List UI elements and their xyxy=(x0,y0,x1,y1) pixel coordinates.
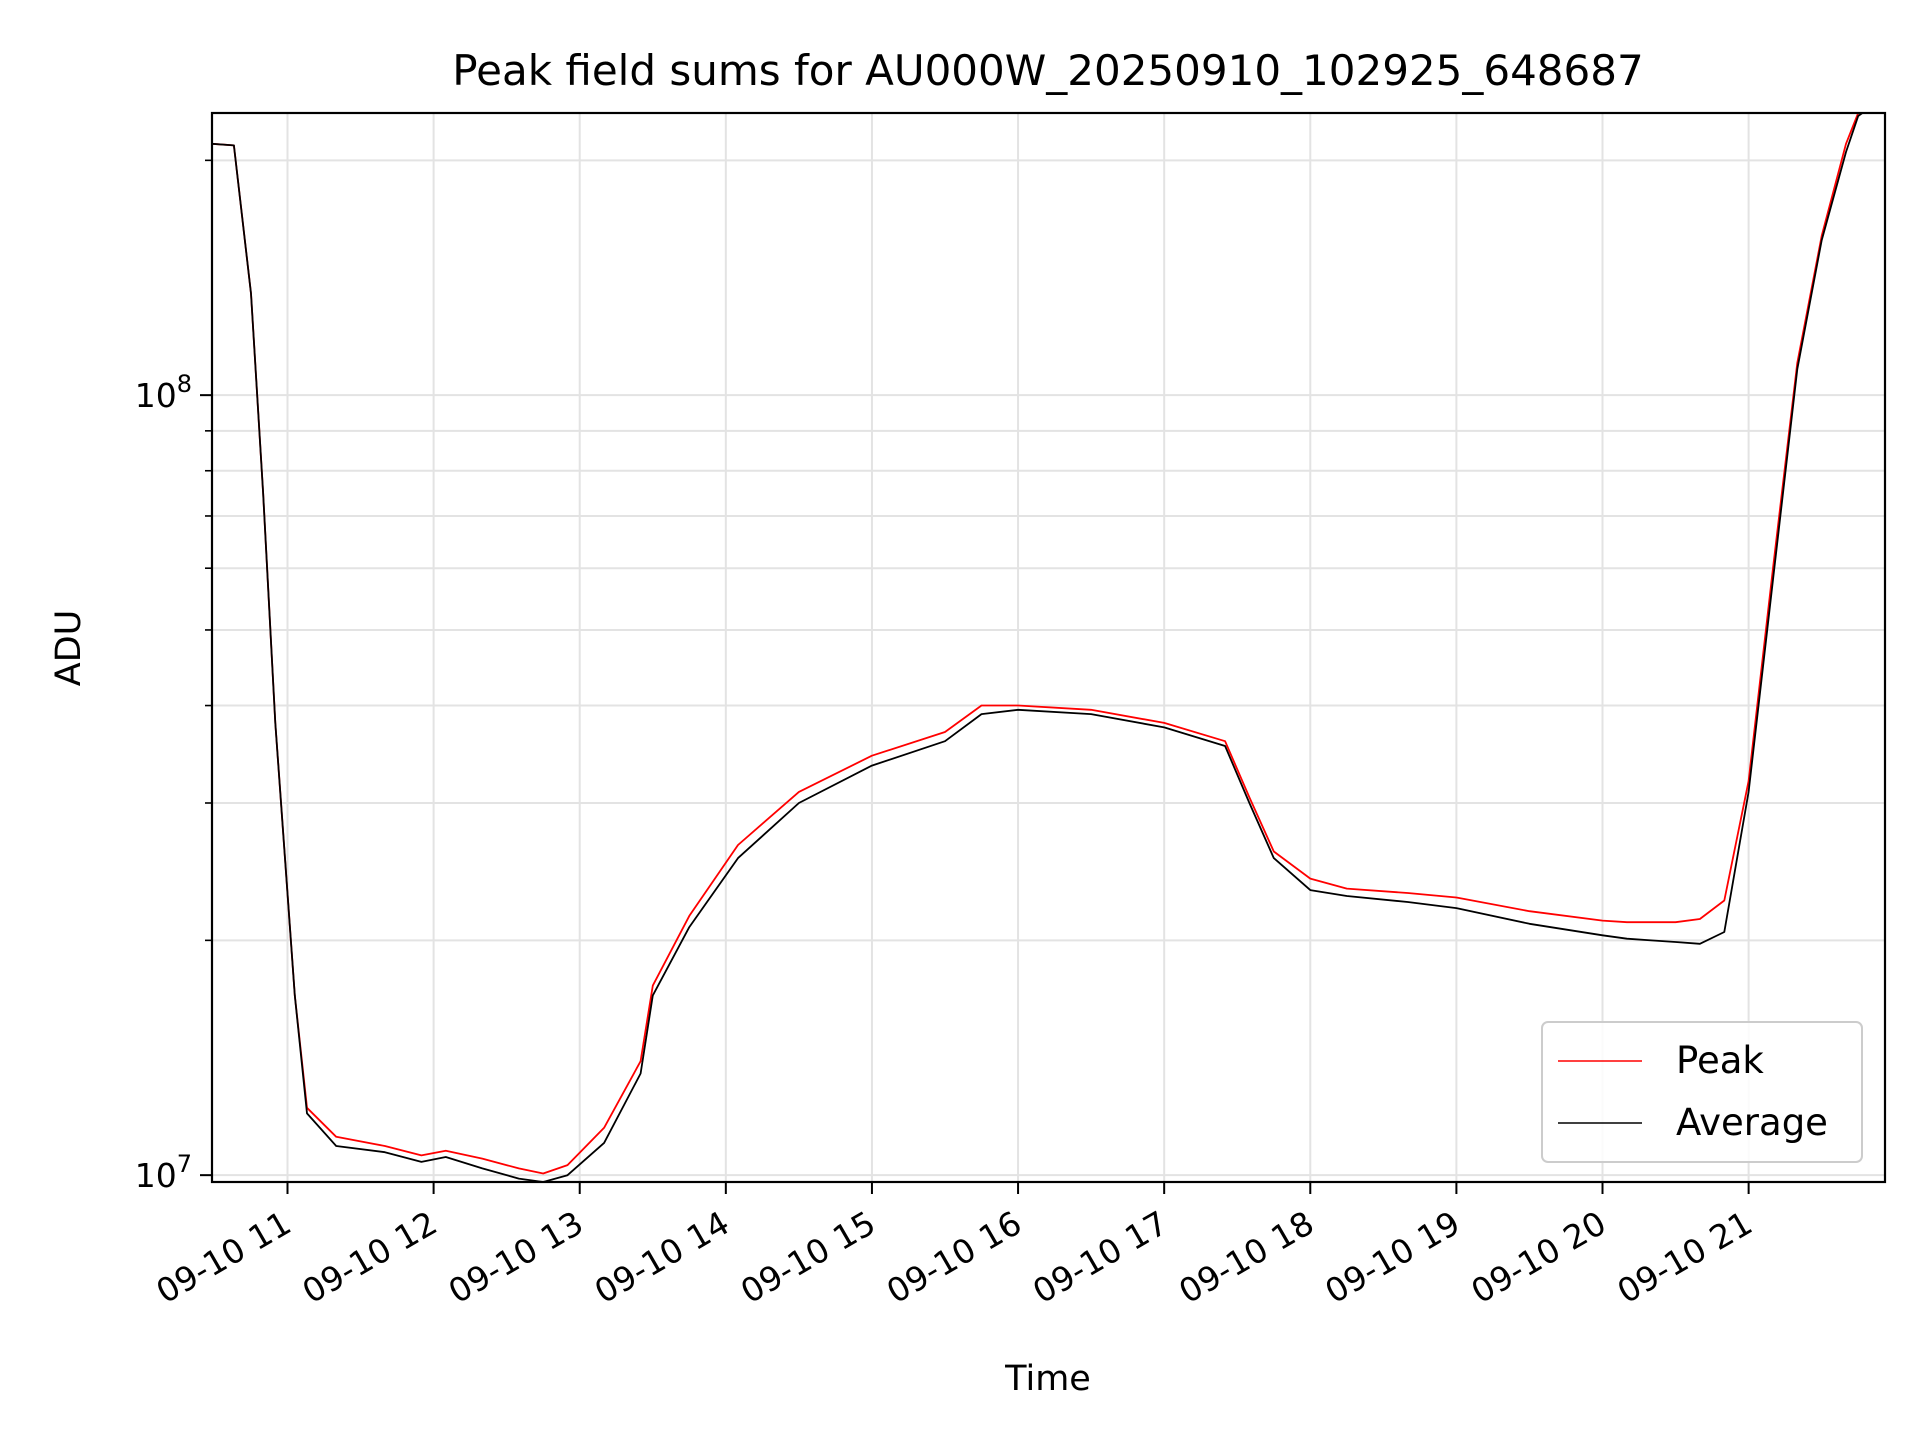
chart-title: Peak field sums for AU000W_20250910_1029… xyxy=(452,46,1643,95)
legend-label-average: Average xyxy=(1676,1101,1828,1144)
grid xyxy=(212,113,1885,1182)
legend-box xyxy=(1541,1021,1863,1163)
legend-label-peak: Peak xyxy=(1676,1039,1764,1082)
y-axis: 107 108 xyxy=(135,159,212,1195)
x-axis-label: Time xyxy=(1004,1359,1091,1399)
series xyxy=(212,113,1864,1182)
y-tick-label: 108 xyxy=(135,370,192,415)
series-line-average xyxy=(212,113,1864,1182)
plot-frame xyxy=(210,111,1887,1184)
series-line-peak xyxy=(212,113,1860,1175)
y-tick-label: 107 xyxy=(135,1150,192,1195)
legend: Peak Average xyxy=(1541,1021,1863,1163)
y-axis-label: ADU xyxy=(49,610,89,687)
